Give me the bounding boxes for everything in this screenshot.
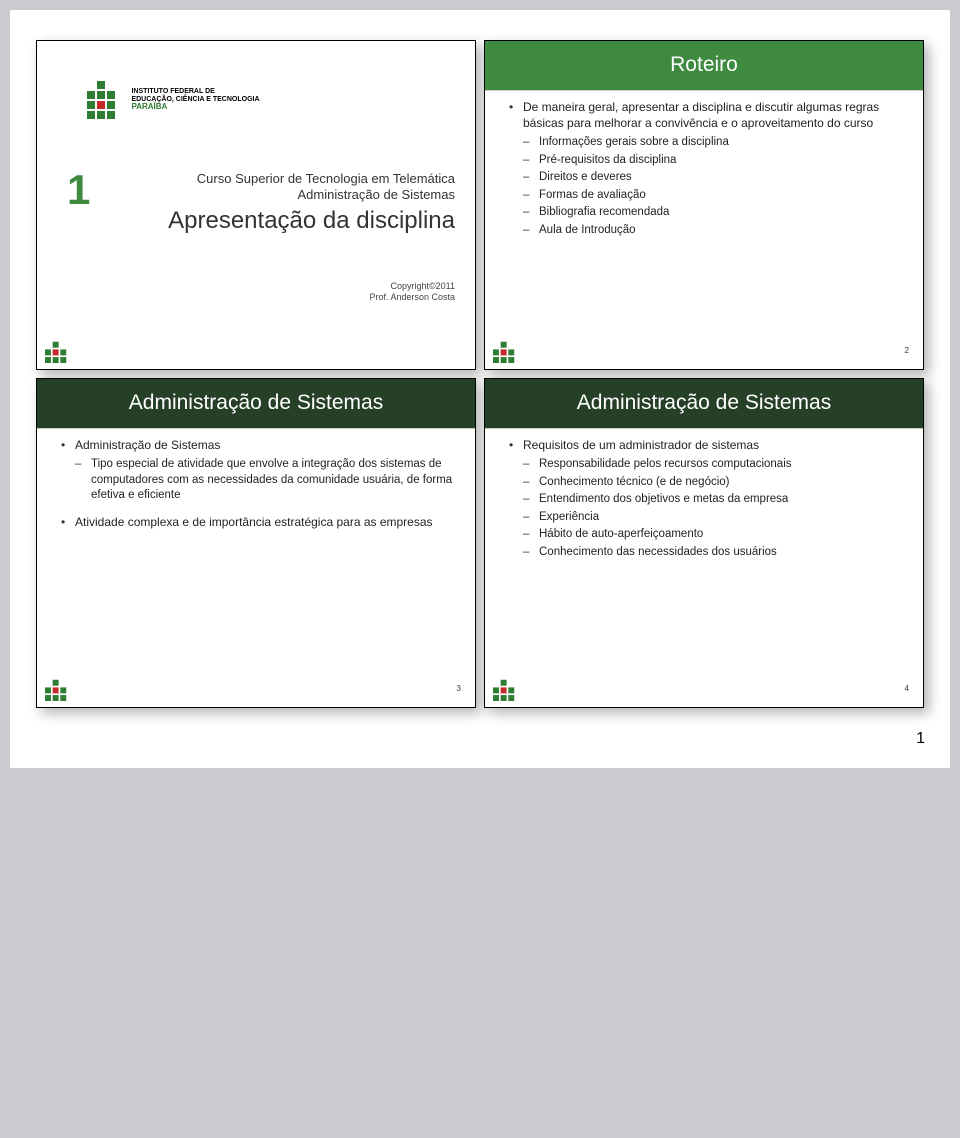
- bullet-level2: Responsabilidade pelos recursos computac…: [523, 457, 901, 473]
- course-line-2: Administração de Sistemas: [117, 187, 455, 203]
- sub-list: Tipo especial de atividade que envolve a…: [75, 457, 453, 504]
- slide-2: Roteiro De maneira geral, apresentar a d…: [484, 40, 924, 370]
- logo-text: INSTITUTO FEDERAL DE EDUCAÇÃO, CIÊNCIA E…: [131, 88, 259, 111]
- bullet-level2: Informações gerais sobre a disciplina: [523, 135, 901, 151]
- bullet-level2: Conhecimento técnico (e de negócio): [523, 475, 901, 491]
- page-number: 1: [916, 730, 925, 748]
- lecture-title: Apresentação da disciplina: [117, 206, 455, 236]
- slide-title: Administração de Sistemas: [485, 379, 923, 429]
- footer-dots-icon: [45, 342, 71, 363]
- bullet-list: De maneira geral, apresentar a disciplin…: [509, 99, 901, 238]
- bullet-list: Requisitos de um administrador de sistem…: [509, 437, 901, 560]
- bullet-text: Requisitos de um administrador de sistem…: [523, 438, 759, 452]
- course-line-1: Curso Superior de Tecnologia em Telemáti…: [117, 171, 455, 187]
- bullet-text: Atividade complexa e de importância estr…: [75, 515, 433, 529]
- bullet-level1: Atividade complexa e de importância estr…: [61, 514, 453, 530]
- handout-grid: INSTITUTO FEDERAL DE EDUCAÇÃO, CIÊNCIA E…: [28, 40, 932, 708]
- slide-1: INSTITUTO FEDERAL DE EDUCAÇÃO, CIÊNCIA E…: [36, 40, 476, 370]
- slide-number: 2: [905, 346, 909, 355]
- slide-body: De maneira geral, apresentar a disciplin…: [509, 99, 901, 339]
- slide-body: Administração de Sistemas Tipo especial …: [61, 437, 453, 677]
- bullet-level2: Hábito de auto-aperfeiçoamento: [523, 527, 901, 543]
- title-block: Curso Superior de Tecnologia em Telemáti…: [117, 171, 455, 236]
- slide-number: 3: [457, 684, 461, 693]
- logo-dots-icon: [87, 81, 121, 119]
- sub-list: Informações gerais sobre a disciplina Pr…: [523, 135, 901, 238]
- bullet-level1: De maneira geral, apresentar a disciplin…: [509, 99, 901, 238]
- footer-dots-icon: [493, 342, 519, 363]
- page: INSTITUTO FEDERAL DE EDUCAÇÃO, CIÊNCIA E…: [10, 10, 950, 768]
- bullet-level2: Aula de Introdução: [523, 223, 901, 239]
- author-name: Prof. Anderson Costa: [369, 292, 455, 303]
- bullet-level1: Requisitos de um administrador de sistem…: [509, 437, 901, 560]
- logo-line-1: INSTITUTO FEDERAL DE: [131, 88, 214, 95]
- slide-number: 4: [905, 684, 909, 693]
- unit-number: 1: [67, 166, 90, 214]
- slide-title: Roteiro: [485, 41, 923, 91]
- bullet-text: Administração de Sistemas: [75, 438, 220, 452]
- bullet-level2: Pré-requisitos da disciplina: [523, 153, 901, 169]
- logo-state: PARAÍBA: [131, 102, 167, 111]
- slide-body: Requisitos de um administrador de sistem…: [509, 437, 901, 677]
- copyright: Copyright©2011: [369, 281, 455, 292]
- bullet-level2: Direitos e deveres: [523, 170, 901, 186]
- institute-logo: INSTITUTO FEDERAL DE EDUCAÇÃO, CIÊNCIA E…: [87, 81, 287, 121]
- bullet-level1: Administração de Sistemas Tipo especial …: [61, 437, 453, 504]
- bullet-level2: Experiência: [523, 510, 901, 526]
- bullet-list: Administração de Sistemas Tipo especial …: [61, 437, 453, 530]
- footer-dots-icon: [493, 680, 519, 701]
- bullet-level2: Tipo especial de atividade que envolve a…: [75, 457, 453, 504]
- author-block: Copyright©2011 Prof. Anderson Costa: [369, 281, 455, 304]
- footer-dots-icon: [45, 680, 71, 701]
- sub-list: Responsabilidade pelos recursos computac…: [523, 457, 901, 560]
- slide-3: Administração de Sistemas Administração …: [36, 378, 476, 708]
- bullet-text: De maneira geral, apresentar a disciplin…: [523, 100, 879, 130]
- bullet-level2: Conhecimento das necessidades dos usuári…: [523, 545, 901, 561]
- bullet-level2: Bibliografia recomendada: [523, 205, 901, 221]
- slide-4: Administração de Sistemas Requisitos de …: [484, 378, 924, 708]
- slide-title: Administração de Sistemas: [37, 379, 475, 429]
- bullet-level2: Entendimento dos objetivos e metas da em…: [523, 492, 901, 508]
- bullet-level2: Formas de avaliação: [523, 188, 901, 204]
